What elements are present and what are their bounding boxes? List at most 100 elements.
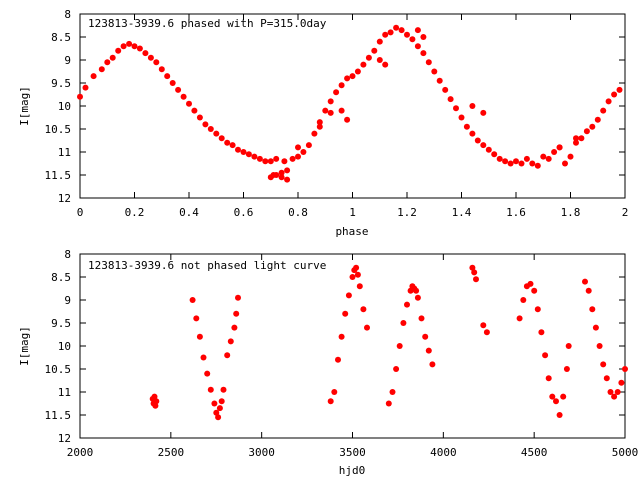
data-point <box>191 107 198 114</box>
data-point <box>573 135 579 142</box>
x-tick-label: 0.4 <box>179 206 199 219</box>
data-point <box>594 116 601 123</box>
x-tick-label: 4000 <box>430 446 457 459</box>
y-tick-label: 9 <box>64 294 71 307</box>
data-point <box>531 287 538 294</box>
data-point <box>393 366 400 372</box>
data-point <box>542 352 549 359</box>
data-point <box>207 126 214 132</box>
data-point <box>164 73 171 80</box>
data-point <box>516 315 523 322</box>
data-point <box>284 167 291 174</box>
y-tick-label: 8.5 <box>51 31 71 44</box>
data-point <box>200 354 207 361</box>
data-point <box>551 149 558 155</box>
y-tick-label: 8.5 <box>51 271 71 284</box>
data-point <box>582 278 588 285</box>
data-point <box>215 414 222 421</box>
y-tick-label: 10.5 <box>45 123 72 136</box>
data-point <box>305 142 312 149</box>
data-point <box>425 59 432 66</box>
data-point <box>316 119 323 126</box>
data-point <box>376 38 383 45</box>
x-tick-label: 2 <box>622 206 629 219</box>
data-point <box>603 375 610 382</box>
x-tick-label: 1.2 <box>397 206 417 219</box>
y-tick-label: 10.5 <box>45 363 72 376</box>
data-point <box>142 50 149 57</box>
data-point <box>567 153 574 160</box>
data-point <box>331 389 338 395</box>
data-point <box>77 93 83 100</box>
data-point <box>385 400 392 407</box>
data-point <box>491 151 498 158</box>
data-point <box>360 61 367 68</box>
data-point <box>382 61 389 68</box>
data-point <box>534 162 541 169</box>
data-point <box>227 338 234 345</box>
data-point <box>240 149 247 155</box>
data-point <box>153 59 160 66</box>
data-point <box>469 103 476 109</box>
y-tick-label: 9.5 <box>51 77 71 90</box>
data-point <box>398 27 405 34</box>
data-point <box>425 347 432 354</box>
data-point <box>360 306 367 313</box>
x-axis-label-phased: phase <box>335 225 368 238</box>
data-point <box>147 54 154 61</box>
data-point <box>316 123 323 130</box>
data-point <box>400 320 407 326</box>
data-point <box>333 89 340 96</box>
data-point <box>422 333 429 340</box>
data-point <box>549 393 556 400</box>
data-point <box>115 47 122 54</box>
data-point <box>338 107 345 114</box>
data-point <box>596 343 603 349</box>
data-point <box>356 283 363 290</box>
data-point <box>196 114 203 121</box>
data-point <box>523 155 530 162</box>
x-tick-label: 5000 <box>612 446 639 459</box>
data-point <box>267 158 274 165</box>
y-tick-label: 9.5 <box>51 317 71 330</box>
y-tick-label: 8 <box>64 248 71 261</box>
data-point <box>278 169 285 176</box>
data-point <box>365 54 372 61</box>
data-point <box>431 68 438 75</box>
y-tick-label: 12 <box>58 432 71 445</box>
data-point <box>295 153 301 160</box>
data-point <box>540 153 547 160</box>
data-point <box>605 98 612 105</box>
data-point <box>414 27 421 34</box>
data-point <box>527 280 534 287</box>
data-point <box>342 310 349 317</box>
data-point <box>389 389 396 395</box>
data-point <box>311 130 318 137</box>
data-point <box>216 405 223 412</box>
data-point <box>229 142 236 149</box>
data-point <box>211 400 218 407</box>
data-point <box>545 375 552 382</box>
data-point <box>474 137 481 144</box>
data-point <box>256 155 263 162</box>
data-point <box>371 47 378 54</box>
data-point <box>364 324 370 331</box>
data-point <box>420 34 427 40</box>
data-point <box>429 361 436 368</box>
data-point <box>104 59 111 66</box>
data-point <box>131 43 138 50</box>
data-point <box>583 128 590 135</box>
data-point <box>480 142 487 149</box>
x-tick-label: 1.4 <box>452 206 472 219</box>
y-tick-label: 11 <box>58 146 71 159</box>
data-point <box>354 271 361 278</box>
data-point <box>616 86 623 93</box>
data-point <box>507 160 514 167</box>
x-tick-label: 4500 <box>521 446 548 459</box>
data-point <box>614 389 621 395</box>
data-point <box>235 294 241 301</box>
data-point <box>202 121 209 128</box>
data-point <box>413 287 420 294</box>
